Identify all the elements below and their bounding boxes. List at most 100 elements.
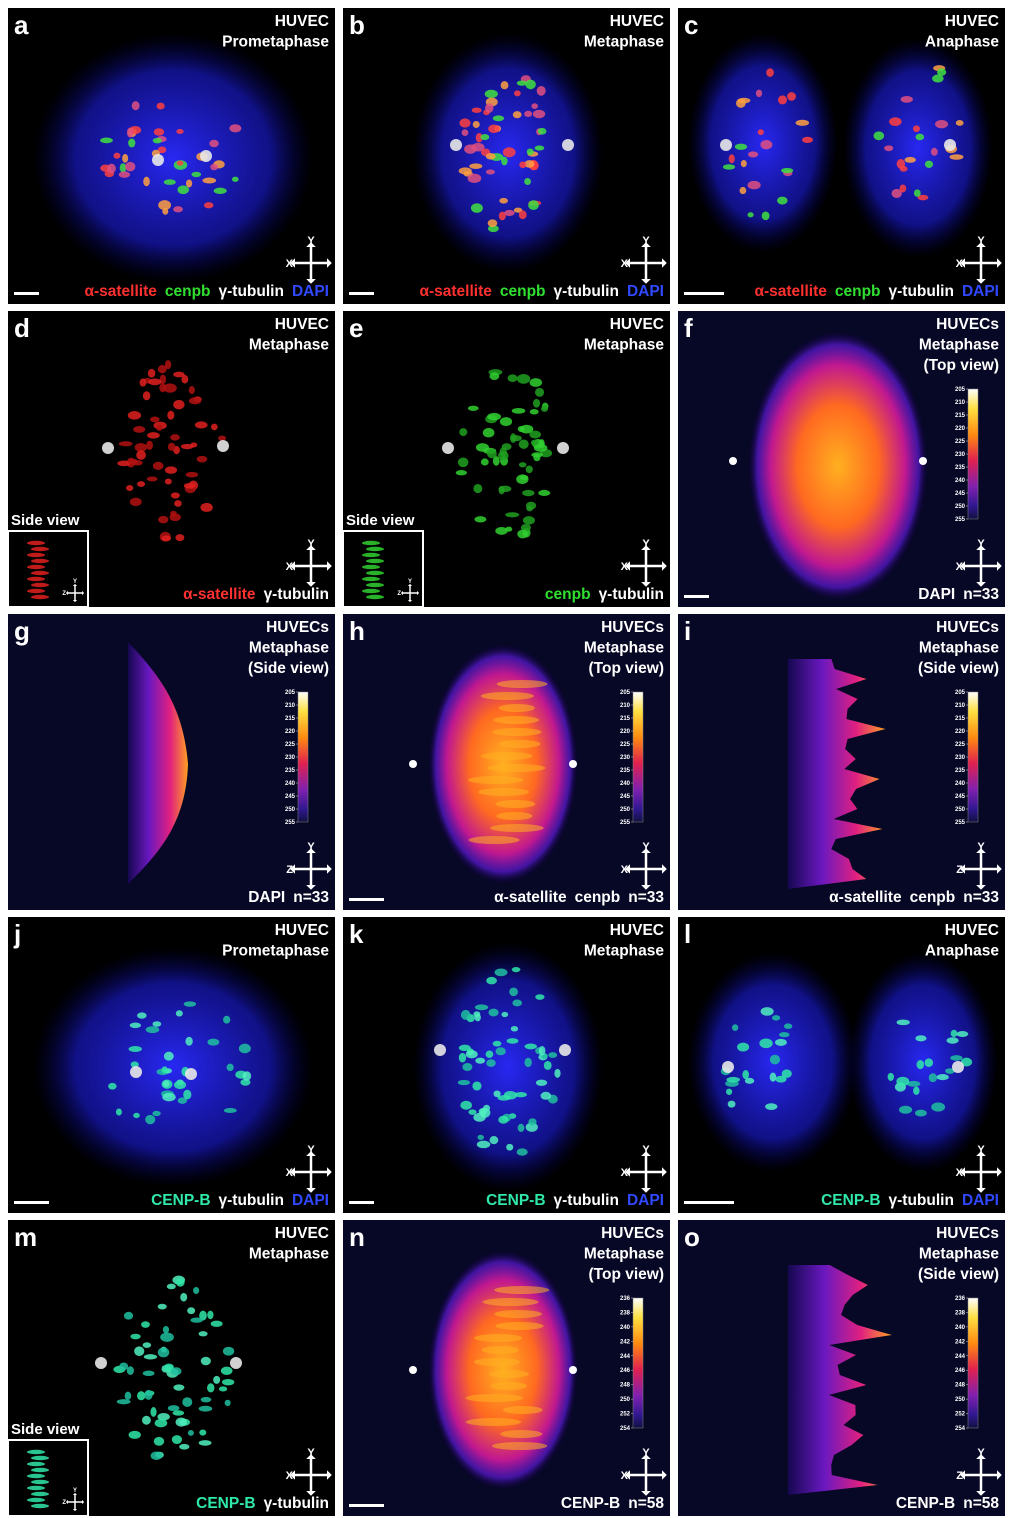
channel-label: DAPI — [962, 1192, 999, 1209]
colorbar-tick-label: 255 — [955, 517, 966, 523]
spot — [523, 516, 535, 524]
spot — [459, 1045, 471, 1051]
panel: kHUVECMetaphaseCENP-Bγ-tubulinDAPIYX — [343, 917, 670, 1213]
spot — [200, 503, 212, 512]
spot — [525, 1044, 537, 1050]
spot — [458, 457, 469, 467]
intensity-peak — [489, 1370, 529, 1378]
panel-title: HUVECs — [601, 1225, 664, 1242]
spot — [747, 181, 760, 189]
intensity-peak — [465, 1394, 523, 1402]
spot — [957, 1031, 969, 1037]
spot — [517, 1148, 528, 1155]
axis-label: Y — [73, 579, 77, 585]
spot — [119, 1362, 128, 1370]
spot — [541, 406, 548, 412]
inset-spot — [31, 571, 49, 575]
spot — [472, 107, 482, 112]
spot — [223, 1016, 230, 1024]
spot — [514, 90, 521, 96]
spot — [169, 513, 180, 521]
centrosome — [720, 139, 732, 151]
channel-labels: CENP-Bγ-tubulinDAPI — [821, 1192, 999, 1209]
spot — [505, 512, 519, 517]
spot — [218, 436, 226, 441]
spot — [180, 1293, 187, 1302]
centrosome — [152, 154, 164, 166]
spot — [519, 439, 529, 448]
panel: aHUVECPrometaphaseα-satellitecenpbγ-tubu… — [8, 8, 335, 304]
panel-title: HUVEC — [275, 316, 329, 333]
panel: eHUVECMetaphasecenpbγ-tubulinYXSide view… — [343, 311, 670, 607]
colorbar-tick-label: 252 — [620, 1412, 631, 1418]
spot — [154, 128, 164, 135]
spot — [174, 1081, 186, 1089]
spot — [150, 1407, 156, 1417]
colorbar-tick-label: 230 — [955, 755, 966, 761]
spot — [195, 421, 208, 428]
panel-image: lHUVECAnaphaseCENP-Bγ-tubulinDAPIYX — [678, 917, 1005, 1213]
spot — [125, 162, 135, 172]
spot — [533, 399, 540, 408]
spot — [535, 146, 545, 151]
pole-marker — [569, 760, 577, 768]
spot — [512, 408, 526, 414]
spot — [900, 166, 908, 172]
intensity-peak — [500, 1430, 542, 1438]
spot — [539, 439, 545, 448]
spot — [175, 534, 184, 541]
spot — [214, 188, 227, 194]
spot — [199, 1429, 206, 1435]
colorbar — [968, 389, 978, 519]
colorbar-tick-label: 235 — [285, 768, 296, 774]
spot — [133, 426, 145, 433]
panel-letter: k — [349, 919, 364, 949]
channel-label: γ-tubulin — [889, 283, 954, 300]
spot — [517, 530, 528, 539]
spot — [197, 456, 208, 463]
panel-title: HUVEC — [275, 922, 329, 939]
panel-letter: i — [684, 616, 691, 646]
colorbar-tick-label: 250 — [285, 807, 296, 813]
spot — [937, 1074, 949, 1080]
spot — [740, 187, 747, 194]
scale-bar — [349, 1504, 384, 1507]
spot — [899, 1106, 912, 1114]
spot — [156, 425, 162, 431]
colorbar — [968, 1298, 978, 1428]
inset-spot — [31, 583, 49, 587]
colorbar-tick-label: 240 — [285, 781, 296, 787]
spot — [522, 490, 534, 496]
spot — [762, 211, 770, 220]
spot — [501, 1012, 508, 1017]
inset-spot — [362, 589, 380, 593]
spot — [729, 154, 735, 163]
spot — [146, 441, 153, 450]
channel-label: n=33 — [628, 889, 664, 906]
spot — [931, 1102, 945, 1111]
spot — [182, 1397, 192, 1407]
spot — [173, 1384, 184, 1390]
panel-title: (Side view) — [248, 660, 329, 677]
pole-marker — [919, 457, 927, 465]
spot — [531, 103, 538, 109]
centrosome — [200, 150, 212, 162]
colorbar-tick-label: 244 — [955, 1354, 966, 1360]
spot — [770, 1072, 777, 1081]
colorbar-tick-label: 205 — [285, 690, 296, 696]
spot — [193, 1287, 199, 1294]
channel-label: γ-tubulin — [599, 586, 664, 603]
spot — [201, 1397, 212, 1402]
spot — [189, 386, 195, 394]
colorbar-tick-label: 225 — [955, 742, 966, 748]
intensity-peak — [482, 1346, 519, 1354]
spot — [493, 1041, 502, 1047]
axis-label: Y — [977, 235, 985, 247]
channel-label: CENP-B — [561, 1495, 620, 1512]
spot — [913, 125, 920, 132]
intensity-peak — [499, 740, 541, 748]
colorbar-tick-label: 220 — [285, 729, 296, 735]
panel-title: Prometaphase — [222, 943, 329, 960]
spot — [485, 90, 498, 98]
